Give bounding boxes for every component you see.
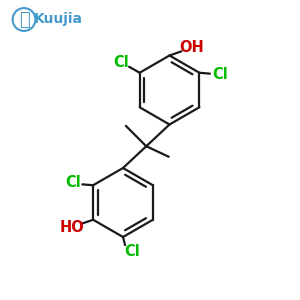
Text: OH: OH	[179, 40, 204, 56]
Text: Cl: Cl	[212, 67, 228, 82]
Text: Cl: Cl	[124, 244, 140, 260]
Text: Cl: Cl	[65, 175, 81, 190]
Text: Kuujia: Kuujia	[34, 13, 83, 26]
Text: Ⓚ: Ⓚ	[19, 11, 29, 28]
Text: Cl: Cl	[114, 55, 130, 70]
Text: HO: HO	[60, 220, 85, 235]
